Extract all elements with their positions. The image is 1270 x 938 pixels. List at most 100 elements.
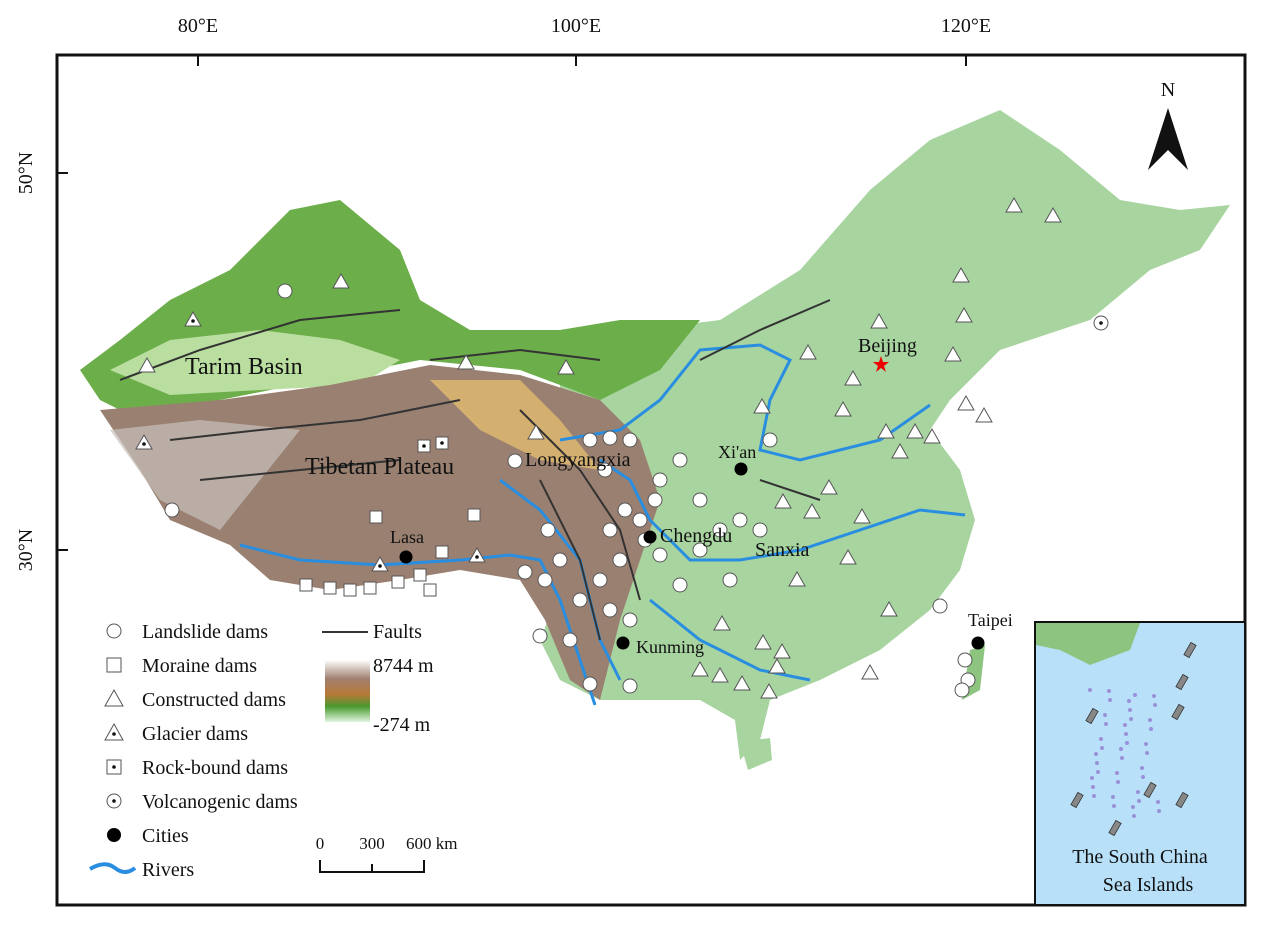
island (1108, 698, 1112, 702)
rock-bound-dam-dot (440, 441, 444, 445)
boundary-dash (1171, 703, 1185, 721)
island (1091, 785, 1095, 789)
constructed-dam (457, 353, 475, 370)
constructed-dam (820, 478, 838, 495)
legend-label: Rock-bound dams (142, 757, 288, 779)
landslide-dam (164, 502, 180, 518)
island (1152, 694, 1156, 698)
landslide-dam (957, 652, 973, 668)
constructed-dam (870, 312, 888, 329)
constructed-dam (957, 394, 975, 411)
constructed-dam (773, 642, 791, 659)
legend-symbol (112, 732, 116, 736)
glacier-dam (371, 555, 389, 572)
island (1141, 775, 1145, 779)
faults (119, 299, 831, 641)
legend-symbol (106, 623, 122, 639)
constructed-dam (853, 507, 871, 524)
landslide-dam (652, 547, 668, 563)
constructed-dam (844, 369, 862, 386)
place-label: Lasa (390, 527, 424, 547)
moraine-dam (323, 581, 337, 595)
island (1090, 776, 1094, 780)
island (1099, 737, 1103, 741)
landslide-dam (582, 432, 598, 448)
scale-label: 600 km (406, 834, 457, 853)
constructed-dam (760, 682, 778, 699)
city (616, 636, 630, 650)
island (1115, 771, 1119, 775)
landslide-dam (277, 283, 293, 299)
legend-symbol (104, 688, 124, 707)
landslide-dam (932, 598, 948, 614)
place-label: Tarim Basin (185, 354, 303, 380)
island (1157, 809, 1161, 813)
island (1127, 699, 1131, 703)
island (1120, 756, 1124, 760)
island (1123, 723, 1127, 727)
boundary-dash (1070, 791, 1084, 809)
constructed-dam (1044, 206, 1062, 223)
legend-label: Faults (373, 621, 422, 643)
boundary-dash (1175, 673, 1189, 691)
place-label: Chengdu (660, 525, 732, 547)
legend-symbol (104, 722, 124, 741)
constructed-dam (753, 397, 771, 414)
landslide-dam (592, 572, 608, 588)
city (643, 530, 657, 544)
landslide-dam (692, 542, 708, 558)
landslide-dam (672, 577, 688, 593)
inset-title: The South China (1072, 846, 1208, 868)
top-tick-label: 120°E (941, 15, 991, 37)
moraine-dam (299, 578, 313, 592)
moraine-dam (369, 510, 383, 524)
constructed-dam (861, 663, 879, 680)
landslide-dam (537, 572, 553, 588)
island (1094, 752, 1098, 756)
moraine-dam (363, 581, 377, 595)
city (971, 636, 985, 650)
island (1100, 746, 1104, 750)
constructed-dam (975, 406, 993, 423)
landslide-dam (612, 552, 628, 568)
capital-star (873, 356, 889, 372)
landslide-dam (954, 682, 970, 698)
island (1140, 766, 1144, 770)
scale-label: 0 (316, 834, 325, 853)
landslide-dam (622, 612, 638, 628)
landslide-dam (672, 452, 688, 468)
rock-bound-dam-dot (422, 444, 426, 448)
legend-symbol (112, 799, 116, 803)
island (1132, 814, 1136, 818)
volcanogenic-dam-dot (1099, 321, 1103, 325)
legend-symbol (112, 765, 116, 769)
island (1145, 751, 1149, 755)
island (1096, 770, 1100, 774)
north-arrow (1148, 108, 1168, 170)
constructed-dam (557, 358, 575, 375)
place-label: Taipei (968, 610, 1013, 630)
city (399, 550, 413, 564)
landslide-dam (582, 676, 598, 692)
inset-land (1036, 623, 1140, 665)
constructed-dam (923, 427, 941, 444)
landslide-dam (692, 492, 708, 508)
moraine-dam (423, 583, 437, 597)
landslide-dam (652, 472, 668, 488)
moraine-dam (343, 583, 357, 597)
legend-symbol (106, 657, 122, 673)
island (1133, 693, 1137, 697)
legend-label: Cities (142, 825, 189, 847)
place-label: Xi'an (718, 442, 756, 462)
moraine-dam (435, 545, 449, 559)
constructed-dam (768, 657, 786, 674)
constructed-dam (713, 614, 731, 631)
island (1136, 790, 1140, 794)
island (1088, 688, 1092, 692)
landslide-dam (507, 453, 523, 469)
top-tick-label: 80°E (178, 15, 218, 37)
constructed-dam (952, 266, 970, 283)
place-label: Sanxia (755, 539, 810, 561)
constructed-dam (839, 548, 857, 565)
island (1119, 747, 1123, 751)
